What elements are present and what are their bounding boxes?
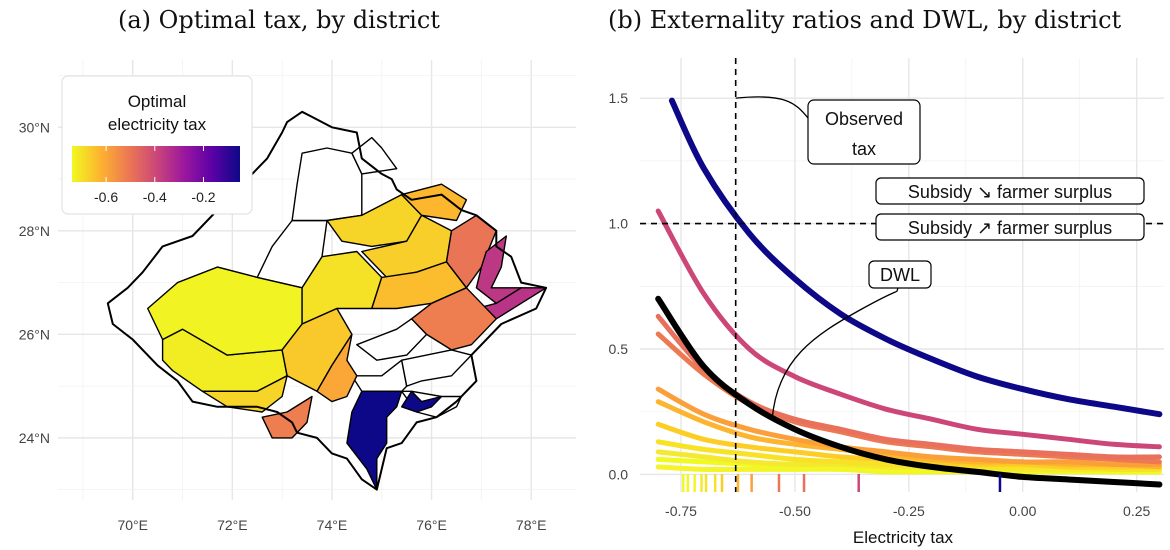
map-tick-labels: 70°E 72°E 74°E 76°E 78°E 24°N 26°N 28°N 30°N <box>19 119 547 533</box>
chart-rug <box>682 474 1002 492</box>
map-district <box>401 390 443 413</box>
map-district <box>261 395 313 439</box>
map-x-tick-label: 74°E <box>317 517 348 533</box>
chart-x-tick-label: -0.75 <box>665 503 697 519</box>
map-district <box>301 250 383 325</box>
chart-series <box>655 97 1163 488</box>
observed-tax-label-line1: Observed <box>825 109 903 129</box>
dwl-label: DWL <box>880 265 920 285</box>
map-district <box>401 183 468 222</box>
externality-ratio-line <box>655 439 1162 473</box>
externality-ratio-line <box>655 399 1162 470</box>
map-district <box>410 287 497 351</box>
map-shaded-districts <box>146 183 547 491</box>
district-map: 70°E 72°E 74°E 76°E 78°E 24°N 26°N 28°N 30°N Opt… <box>19 60 576 533</box>
subsidy-increase-label-box <box>875 213 1145 241</box>
map-district <box>316 333 358 403</box>
chart-x-tick-label: 0.00 <box>1009 503 1036 519</box>
chart-reference-lines <box>640 58 1164 492</box>
map-district-unshaded <box>351 136 398 175</box>
map-y-tick-label: 28°N <box>19 223 50 239</box>
panel-a-title: (a) Optimal tax, by district <box>118 6 440 34</box>
map-district-unshaded <box>401 349 473 387</box>
legend-colorbar <box>72 146 240 182</box>
panel-b-title: (b) Externality ratios and DWL, by distr… <box>608 6 1122 34</box>
subsidy-decrease-label: Subsidy ↘ farmer surplus <box>908 182 1112 202</box>
chart-annotations: Observed tax Subsidy ↘ farmer surplus Su… <box>735 96 1145 420</box>
externality-ratio-line <box>655 313 1162 460</box>
externality-ratio-line <box>655 456 1162 475</box>
chart-y-tick-label: 0.0 <box>609 466 629 482</box>
legend-tick-label: -0.2 <box>191 189 215 205</box>
chart-x-tick-label: 0.25 <box>1123 503 1150 519</box>
chart-x-tick-label: -0.50 <box>779 503 811 519</box>
legend-tick-label: -0.4 <box>143 189 167 205</box>
observed-tax-label-box <box>807 99 921 165</box>
externality-ratio-line <box>655 331 1162 465</box>
chart-gridlines <box>640 58 1164 492</box>
map-district-unshaded <box>351 359 408 392</box>
map-district <box>346 390 403 491</box>
legend-title-line2: electricity tax <box>108 115 207 134</box>
map-x-tick-label: 70°E <box>117 517 148 533</box>
map-x-tick-label: 76°E <box>416 517 447 533</box>
observed-tax-label-line2: tax <box>852 139 876 159</box>
externality-ratio-line <box>655 449 1162 473</box>
chart-tick-labels: -0.75 -0.50 -0.25 0.00 0.25 0.0 0.5 1.0 1.5 <box>609 90 1151 519</box>
dwl-line <box>655 295 1163 488</box>
map-legend: Optimal electricity tax -0.6 -0.4 -0.2 <box>61 75 253 215</box>
chart-y-tick-label: 1.5 <box>609 90 629 106</box>
externality-ratio-line <box>655 386 1162 468</box>
map-x-tick-label: 78°E <box>516 517 547 533</box>
map-x-tick-label: 72°E <box>217 517 248 533</box>
dwl-leader <box>771 287 899 420</box>
chart-y-tick-label: 1.0 <box>609 216 629 232</box>
externality-ratio-line <box>668 97 1163 418</box>
chart-y-tick-label: 0.5 <box>609 341 629 357</box>
subsidy-increase-label: Subsidy ↗ farmer surplus <box>908 218 1112 238</box>
map-y-tick-label: 30°N <box>19 119 50 135</box>
observed-tax-leader <box>735 96 809 119</box>
externality-ratio-line <box>655 208 1162 450</box>
map-state-border <box>106 110 548 491</box>
externality-ratio-line <box>655 464 1162 475</box>
map-y-tick-label: 24°N <box>19 430 50 446</box>
map-y-tick-label: 26°N <box>19 326 50 342</box>
dwl-label-box <box>868 260 932 289</box>
legend-tick-label: -0.6 <box>94 189 118 205</box>
externality-ratio-line <box>655 421 1162 470</box>
subsidy-decrease-label-box <box>875 177 1145 205</box>
legend-ticks: -0.6 -0.4 -0.2 <box>94 146 216 205</box>
map-state-outline <box>106 110 548 491</box>
chart-x-tick-label: -0.25 <box>893 503 925 519</box>
x-axis-label: Electricity tax <box>853 528 954 547</box>
map-district-unshaded <box>356 318 428 361</box>
map-district-unshaded <box>291 147 363 222</box>
legend-title-line1: Optimal <box>128 92 187 111</box>
